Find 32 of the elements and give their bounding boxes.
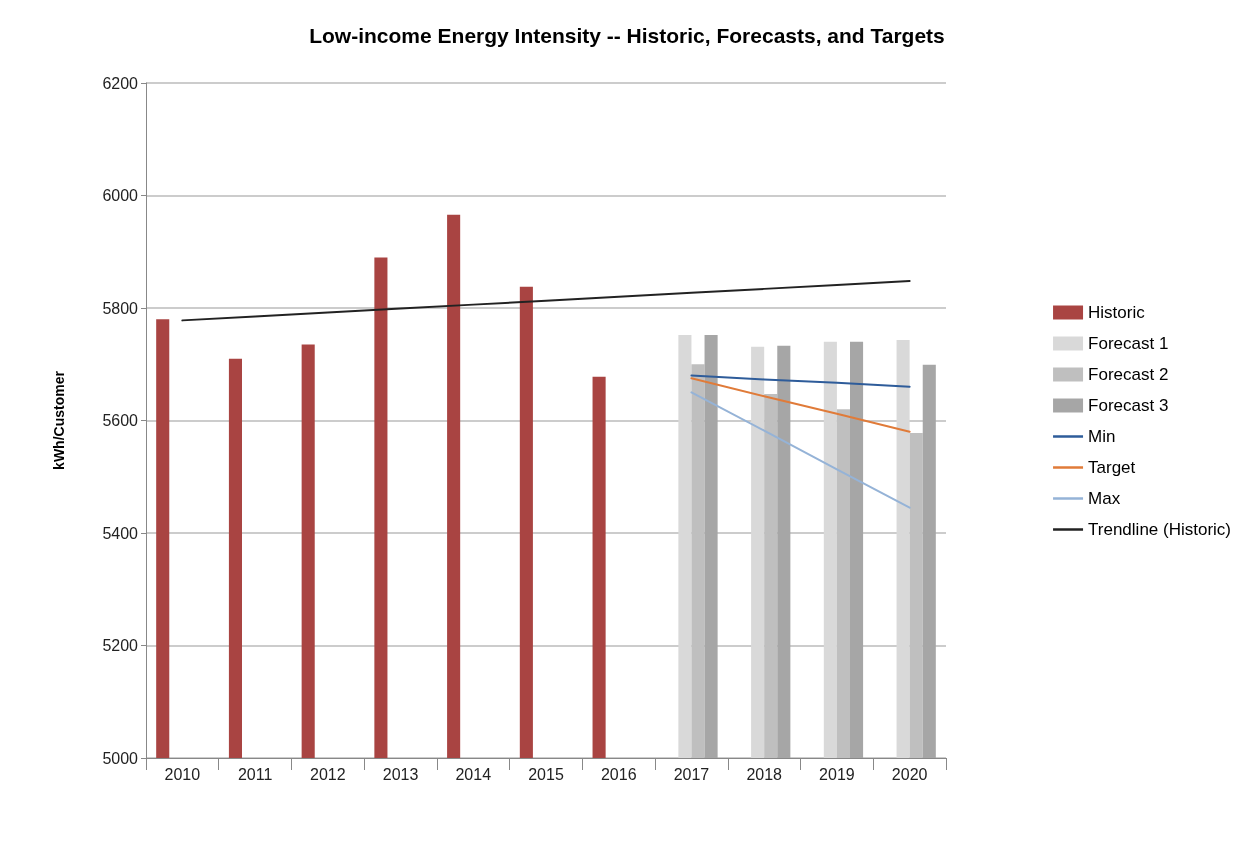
legend-label: Max	[1088, 489, 1121, 508]
x-tick-label: 2017	[673, 765, 710, 783]
x-tick-label: 2016	[600, 765, 637, 783]
x-tick-label: 2019	[819, 765, 855, 783]
x-tick-label: 2020	[891, 765, 928, 783]
line-series	[690, 374, 911, 388]
x-tick-label: 2018	[746, 765, 783, 783]
y-tick-label: 5000	[102, 749, 139, 767]
legend-label: Forecast 2	[1088, 365, 1169, 384]
x-tick-label: 2010	[164, 765, 201, 783]
line-series	[181, 280, 911, 322]
y-tick-label: 5600	[102, 412, 139, 429]
legend-label: Forecast 1	[1088, 334, 1169, 353]
y-axis-title: kWh/Customer	[51, 370, 67, 470]
y-tick-label: 5400	[102, 524, 139, 542]
line-series	[690, 377, 911, 433]
x-tick-label: 2013	[382, 765, 419, 783]
x-tick-label: 2012	[310, 765, 346, 783]
x-tick-label: 2015	[528, 765, 564, 783]
chart-title: Low-income Energy Intensity -- Historic, Forecasts, and Targets	[309, 24, 945, 47]
y-tick-label: 5800	[102, 299, 139, 317]
y-tick-label: 5200	[102, 637, 139, 654]
legend-label: Historic	[1088, 303, 1146, 322]
x-tick-label: 2014	[455, 765, 492, 783]
legend-label: Target	[1088, 458, 1136, 477]
y-tick-label: 6000	[102, 187, 139, 204]
x-tick-label: 2011	[237, 765, 273, 783]
legend-label: Min	[1088, 427, 1116, 446]
legend-label: Trendline (Historic)	[1088, 520, 1232, 539]
line-series	[690, 391, 911, 509]
legend-label: Forecast 3	[1088, 396, 1169, 415]
y-tick-label: 6200	[102, 74, 139, 92]
